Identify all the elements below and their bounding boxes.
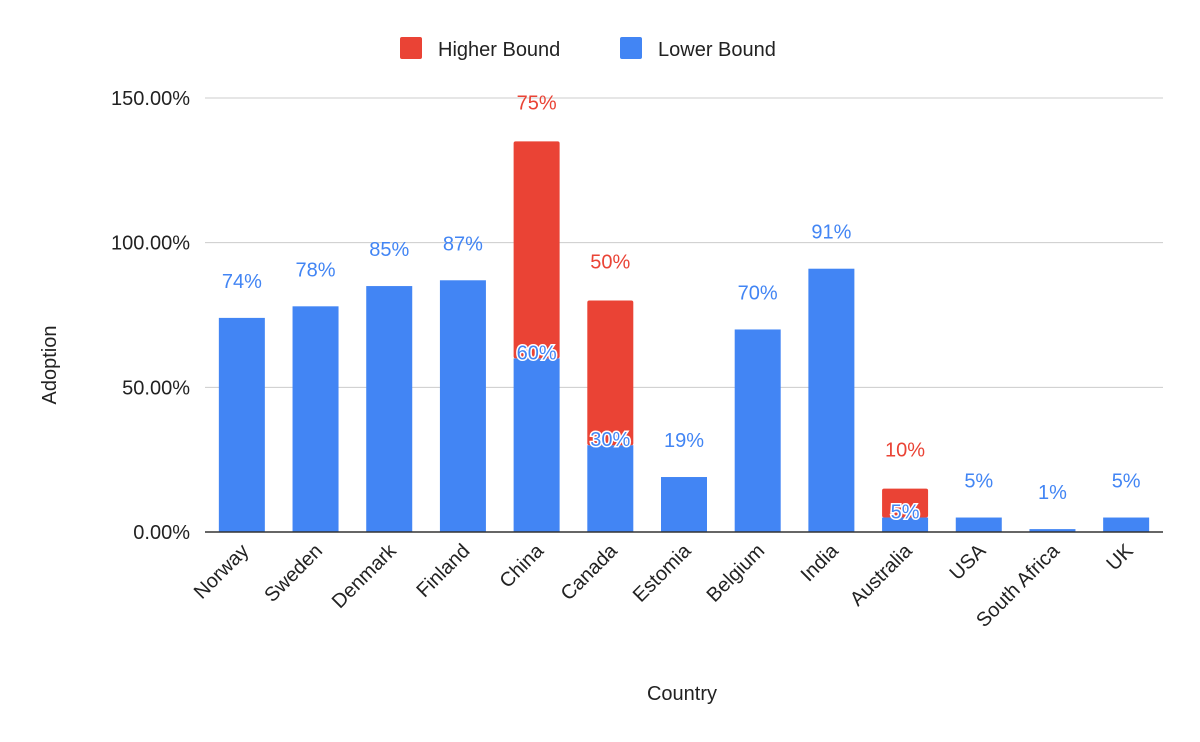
legend: Higher Bound Lower Bound	[400, 37, 776, 61]
x-tick-label: Canada	[557, 539, 623, 605]
data-label-higher: 10%	[885, 440, 925, 462]
x-axis-title: Country	[647, 683, 717, 705]
bars	[218, 141, 1150, 532]
bar-lower-bound	[882, 517, 929, 532]
data-label-lower: 87%	[443, 233, 483, 255]
y-axis-title: Adoption	[39, 326, 61, 405]
x-axis-ticks: Norway Sweden Denmark Finland China Canada Est…	[190, 539, 1138, 632]
bar-higher-bound	[587, 300, 634, 446]
x-tick-label: Belgium	[703, 540, 770, 607]
data-labels: 74% 78% 85% 87% 60% 75% 30% 50% 19% 70% 91% 5% 10% 5%…	[222, 92, 1141, 525]
data-label-lower: 85%	[369, 239, 409, 261]
x-tick-label: Estomia	[629, 539, 696, 606]
x-tick-label: Denmark	[328, 539, 402, 613]
x-tick-label: India	[797, 539, 844, 586]
y-tick-label: 50.00%	[122, 377, 190, 399]
data-label-lower: 78%	[296, 259, 336, 281]
x-tick-label: Finland	[413, 540, 475, 602]
data-label-lower: 5%	[1112, 471, 1141, 493]
data-label-higher: 75%	[517, 92, 557, 114]
legend-swatch	[620, 37, 642, 59]
x-tick-label: UK	[1102, 540, 1138, 576]
bar-lower-bound	[808, 268, 855, 532]
data-label-lower: 5%	[891, 502, 920, 524]
x-tick-label: USA	[946, 540, 991, 585]
data-label-higher: 50%	[590, 252, 630, 274]
x-tick-label: Australia	[846, 539, 917, 610]
bar-lower-bound	[734, 329, 781, 532]
data-label-lower: 60%	[517, 342, 557, 364]
y-tick-label: 0.00%	[133, 522, 190, 544]
legend-label: Higher Bound	[438, 39, 560, 61]
bar-lower-bound	[1029, 529, 1076, 532]
legend-label: Lower Bound	[658, 39, 776, 61]
bar-lower-bound	[587, 445, 634, 532]
bar-lower-bound	[955, 517, 1002, 532]
bar-higher-bound	[513, 141, 560, 359]
bar-lower-bound	[1103, 517, 1150, 532]
bar-lower-bound	[366, 286, 413, 532]
data-label-lower: 91%	[811, 222, 851, 244]
data-label-lower: 70%	[738, 282, 778, 304]
bar-lower-bound	[513, 358, 560, 532]
data-label-lower: 30%	[590, 429, 630, 451]
data-label-lower: 74%	[222, 271, 262, 293]
data-label-lower: 5%	[964, 471, 993, 493]
bar-lower-bound	[292, 306, 339, 532]
bar-lower-bound	[661, 477, 707, 532]
x-tick-label: Sweden	[260, 540, 327, 607]
data-label-lower: 19%	[664, 430, 704, 452]
data-label-lower: 1%	[1038, 482, 1067, 504]
bar-lower-bound	[218, 317, 265, 532]
legend-swatch	[400, 37, 422, 59]
bar-higher-bound	[882, 488, 929, 518]
y-tick-label: 150.00%	[111, 88, 190, 110]
gridlines	[205, 97, 1163, 388]
x-tick-label: China	[496, 539, 549, 592]
y-tick-label: 100.00%	[111, 233, 190, 255]
y-axis-ticks: 0.00% 50.00% 100.00% 150.00%	[111, 88, 190, 544]
x-tick-label: Norway	[190, 540, 253, 603]
bar-lower-bound	[439, 280, 486, 532]
